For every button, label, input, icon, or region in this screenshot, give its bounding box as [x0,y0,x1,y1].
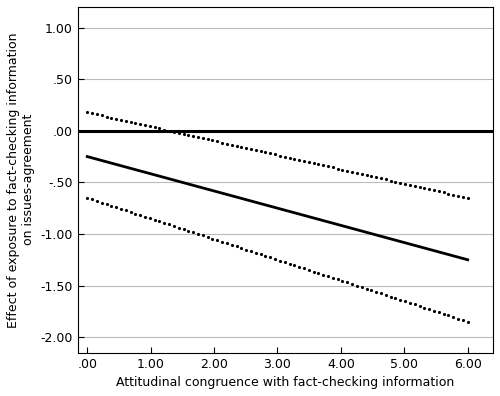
Y-axis label: Effect of exposure to fact-checking information
on issues-agreement: Effect of exposure to fact-checking info… [7,32,35,327]
X-axis label: Attitudinal congruence with fact-checking information: Attitudinal congruence with fact-checkin… [116,376,454,389]
